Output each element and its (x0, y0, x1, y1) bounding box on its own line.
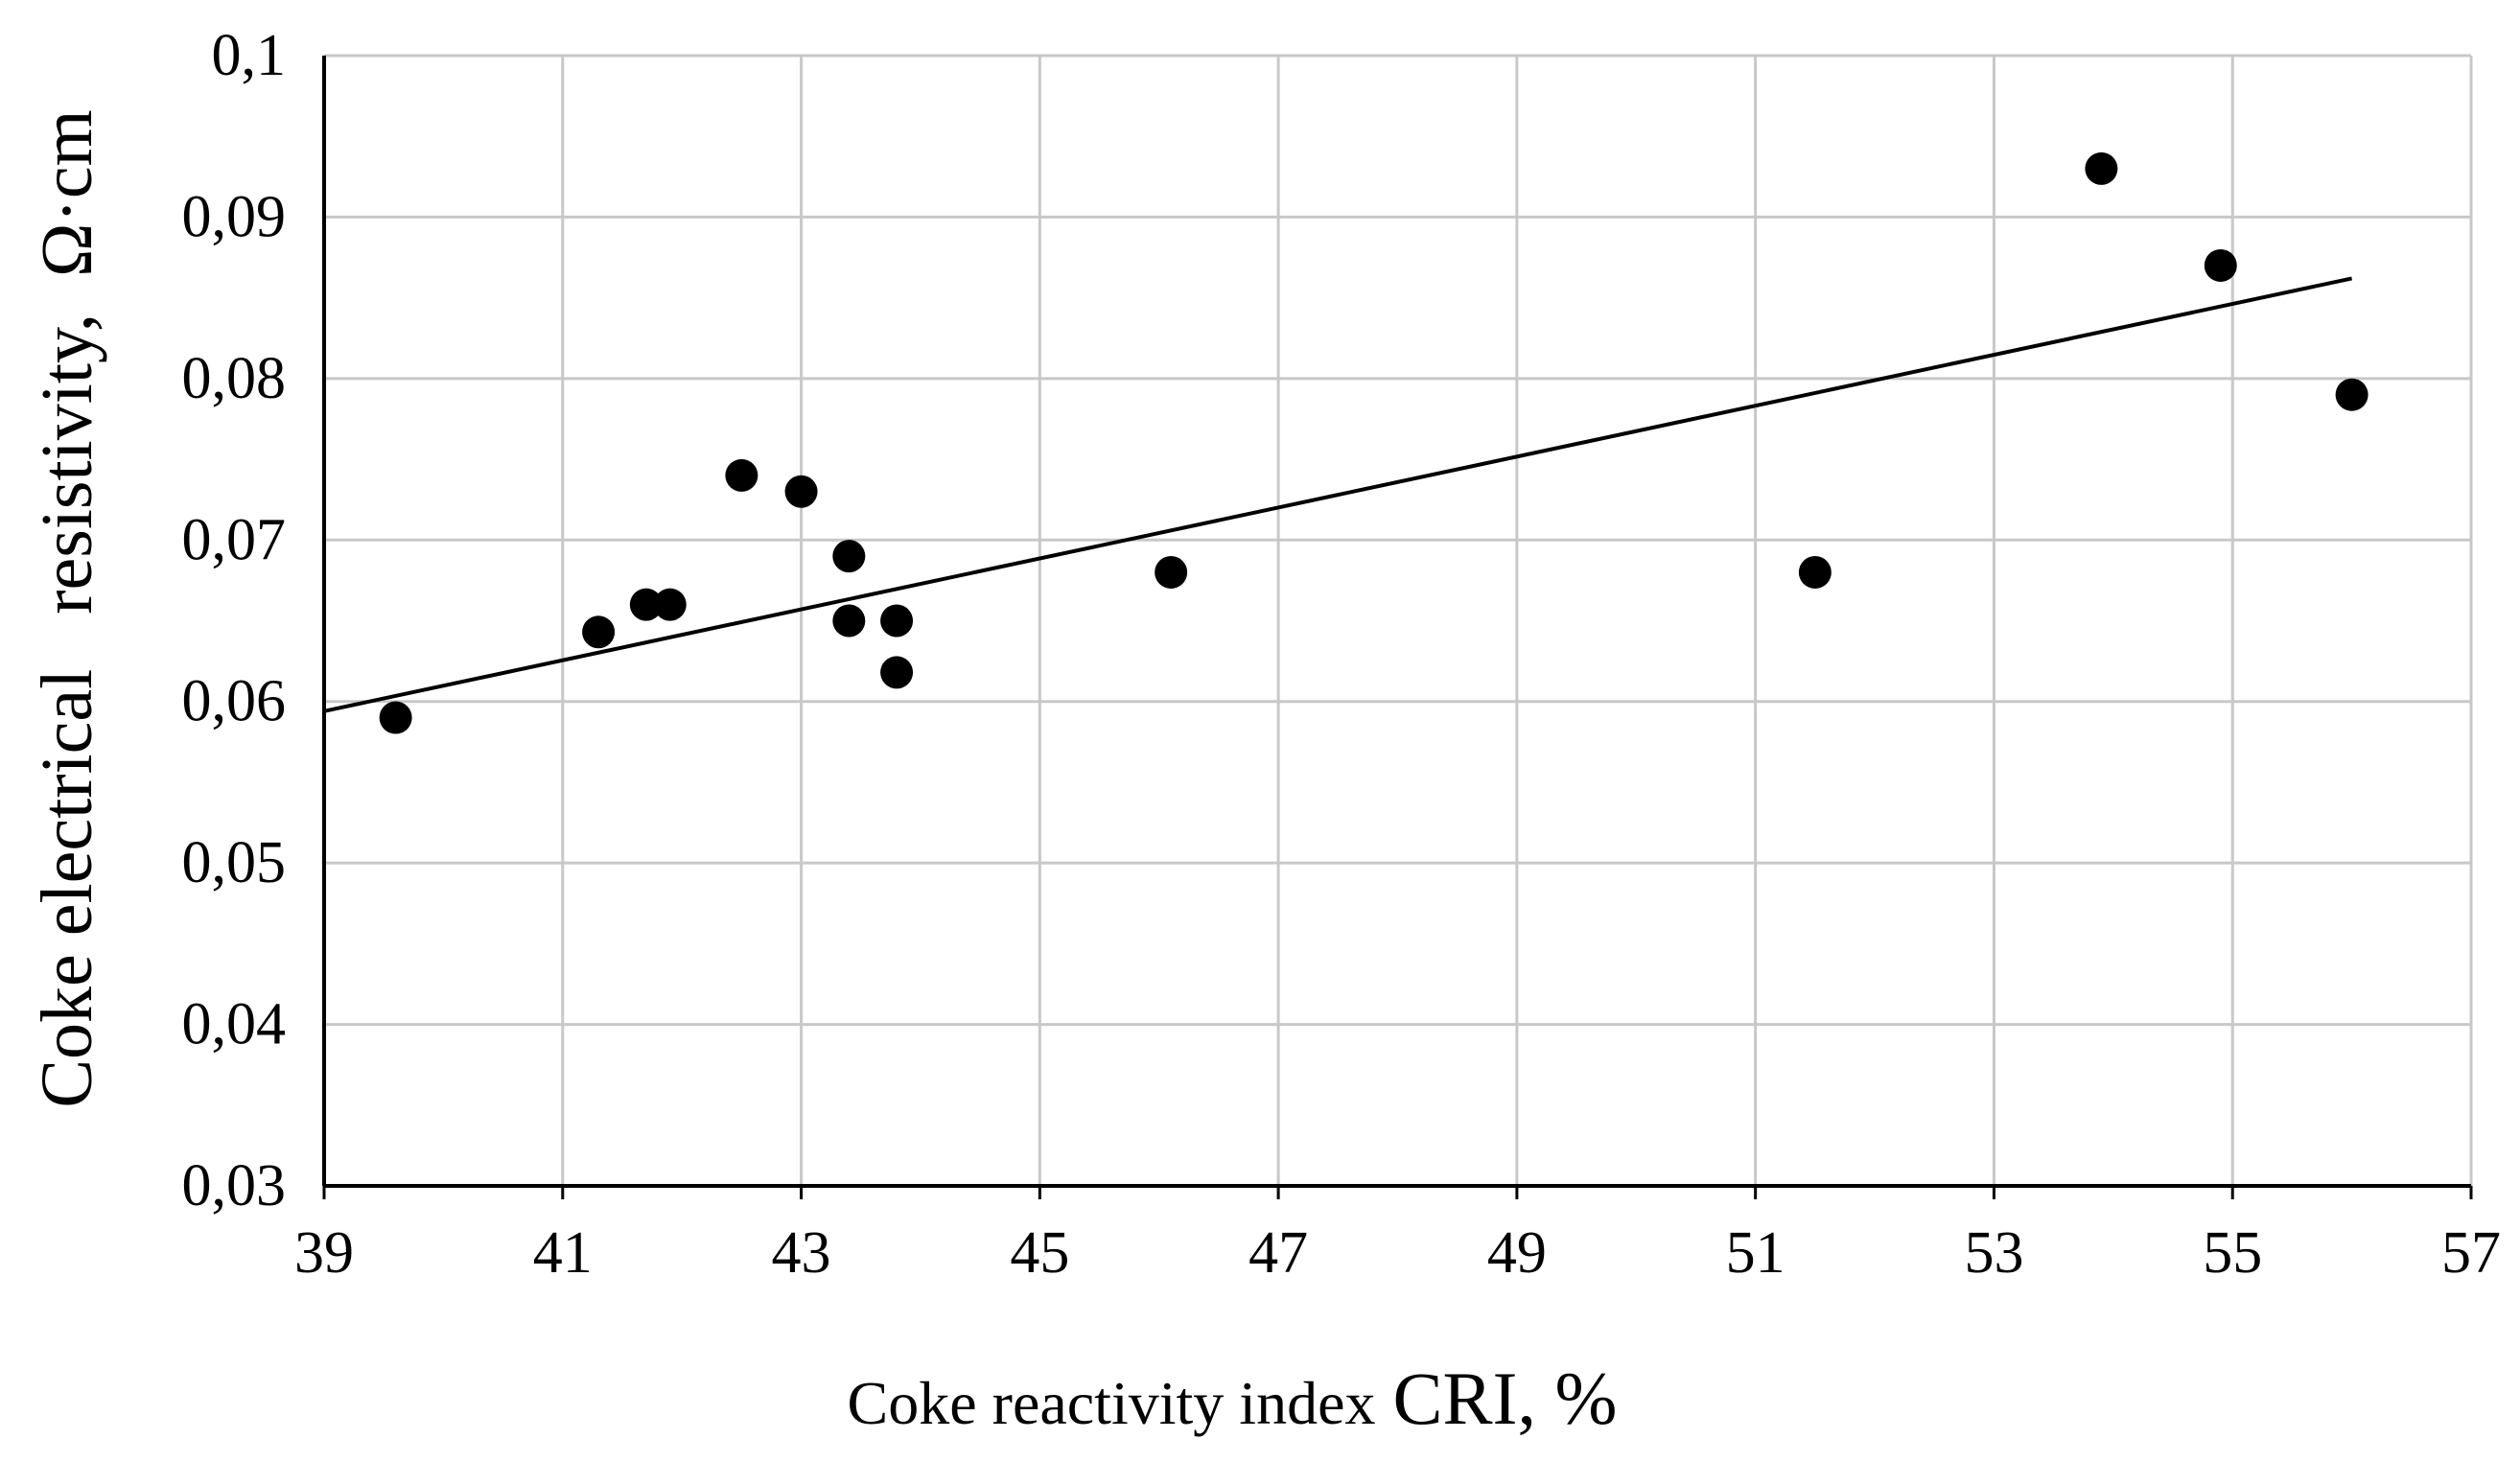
y-axis-title: Coke electrical resistivity, Ω·cm (27, 109, 107, 1107)
data-point (784, 475, 818, 508)
x-tick-label: 55 (2203, 1220, 2262, 1286)
data-point (832, 540, 866, 573)
data-point (629, 588, 663, 621)
y-tick-label: 0,08 (182, 346, 287, 411)
data-point (653, 588, 687, 621)
x-tick-label: 57 (2441, 1220, 2501, 1286)
data-point (2085, 151, 2118, 185)
y-tick-label: 0,06 (182, 669, 287, 734)
data-point (379, 701, 412, 734)
x-tick-label: 45 (1010, 1220, 1069, 1286)
data-point (582, 615, 616, 649)
data-points (379, 151, 2368, 734)
y-tick-label: 0,05 (182, 830, 287, 895)
y-tick-label: 0,07 (182, 507, 287, 572)
gridlines (324, 54, 2473, 1186)
data-point (1155, 555, 1188, 589)
x-axis-title-cri: CRI, % (1392, 1357, 1617, 1440)
x-axis-title: Coke reactivity index CRI, % (848, 1357, 1618, 1440)
y-tick-labels: 0,03 0,04 0,05 0,06 0,07 0,08 0,09 0,1 (182, 23, 287, 1218)
y-tick-label: 0,09 (182, 184, 287, 249)
y-tick-label: 0,03 (182, 1153, 287, 1218)
x-tick-labels: 39 41 43 45 47 49 51 53 55 57 (294, 1220, 2501, 1286)
data-point (832, 604, 866, 638)
plot-axes (322, 56, 2473, 1199)
data-point (725, 458, 758, 492)
y-tick-label: 0,1 (212, 23, 287, 88)
x-tick-label: 41 (533, 1220, 593, 1286)
trendline (323, 276, 2353, 713)
data-point (880, 656, 914, 689)
trendline-layer (323, 276, 2353, 713)
data-point (1798, 555, 1832, 589)
x-tick-label: 51 (1726, 1220, 1785, 1286)
x-tick-label: 47 (1248, 1220, 1308, 1286)
x-tick-label: 43 (772, 1220, 831, 1286)
x-tick-label: 39 (294, 1220, 354, 1286)
data-point (2335, 378, 2368, 411)
data-point (880, 604, 914, 638)
x-axis-title-main: Coke reactivity index (848, 1369, 1376, 1437)
y-tick-label: 0,04 (182, 992, 287, 1057)
data-point (2204, 248, 2237, 282)
x-tick-label: 53 (1964, 1220, 2023, 1286)
x-tick-label: 49 (1487, 1220, 1547, 1286)
